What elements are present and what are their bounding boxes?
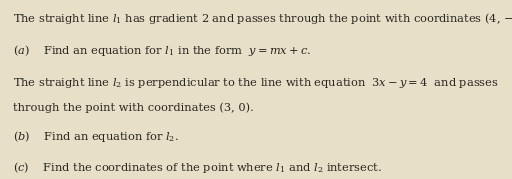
Text: $(a)$    Find an equation for $l_1$ in the form  $y = mx + c$.: $(a)$ Find an equation for $l_1$ in the … xyxy=(13,43,311,58)
Text: $(c)$    Find the coordinates of the point where $l_1$ and $l_2$ intersect.: $(c)$ Find the coordinates of the point … xyxy=(13,160,381,175)
Text: through the point with coordinates (3, 0).: through the point with coordinates (3, 0… xyxy=(13,102,253,113)
Text: The straight line $l_1$ has gradient 2 and passes through the point with coordin: The straight line $l_1$ has gradient 2 a… xyxy=(13,11,512,26)
Text: The straight line $l_2$ is perpendicular to the line with equation  $3x - y = 4$: The straight line $l_2$ is perpendicular… xyxy=(13,76,499,90)
Text: $(b)$    Find an equation for $l_2$.: $(b)$ Find an equation for $l_2$. xyxy=(13,129,179,144)
